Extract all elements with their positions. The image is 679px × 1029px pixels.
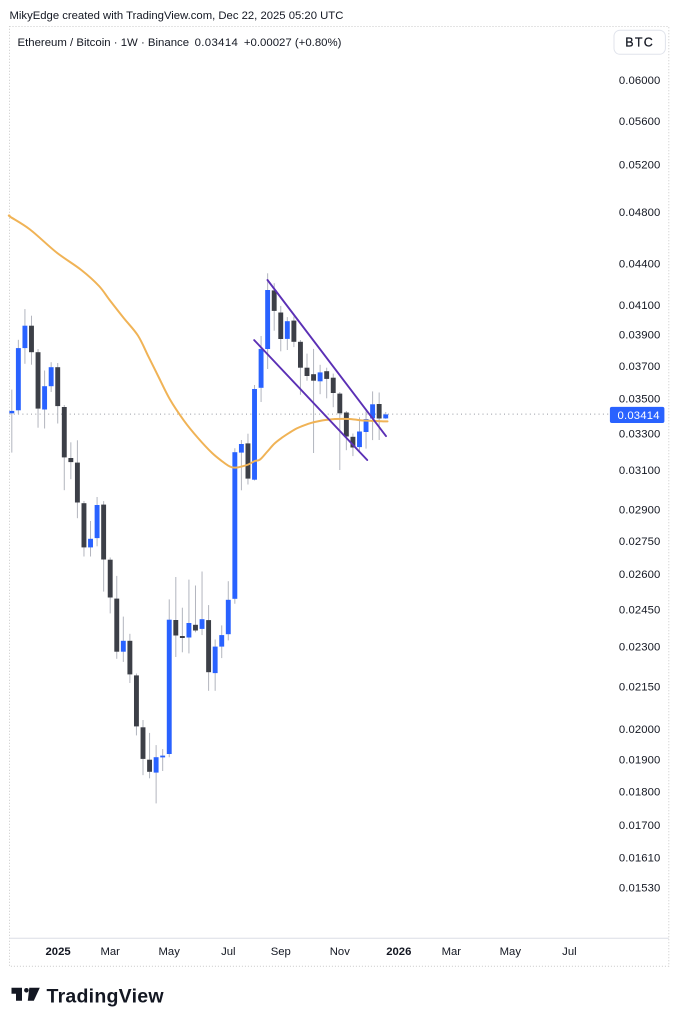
svg-text:0.02600: 0.02600 <box>619 569 661 581</box>
svg-text:2026: 2026 <box>386 946 411 958</box>
svg-text:0.02000: 0.02000 <box>619 724 661 736</box>
svg-text:0.03414: 0.03414 <box>195 37 239 49</box>
svg-text:0.06000: 0.06000 <box>619 75 661 87</box>
svg-text:0.01800: 0.01800 <box>619 786 661 798</box>
svg-text:0.02900: 0.02900 <box>619 505 661 517</box>
svg-text:0.04400: 0.04400 <box>619 258 661 270</box>
svg-text:0.03300: 0.03300 <box>619 428 661 440</box>
svg-text:0.02750: 0.02750 <box>619 536 661 548</box>
svg-text:0.01700: 0.01700 <box>619 820 661 832</box>
svg-text:0.02450: 0.02450 <box>619 604 661 616</box>
svg-text:0.03700: 0.03700 <box>619 361 661 373</box>
svg-text:0.03100: 0.03100 <box>619 465 661 477</box>
svg-text:0.05200: 0.05200 <box>619 160 661 172</box>
svg-text:Nov: Nov <box>330 946 350 958</box>
svg-text:Sep: Sep <box>271 946 291 958</box>
svg-text:0.02300: 0.02300 <box>619 642 661 654</box>
svg-text:Mar: Mar <box>442 946 462 958</box>
svg-text:Mar: Mar <box>100 946 120 958</box>
svg-text:Ethereum / Bitcoin · 1W · Bina: Ethereum / Bitcoin · 1W · Binance <box>18 37 190 49</box>
svg-text:0.05600: 0.05600 <box>619 116 661 128</box>
svg-text:BTC: BTC <box>625 36 654 50</box>
svg-text:0.03900: 0.03900 <box>619 330 661 342</box>
svg-text:May: May <box>500 946 522 958</box>
svg-text:May: May <box>159 946 181 958</box>
svg-text:0.03500: 0.03500 <box>619 394 661 406</box>
svg-text:2025: 2025 <box>46 946 71 958</box>
svg-text:0.01900: 0.01900 <box>619 754 661 766</box>
svg-text:0.04100: 0.04100 <box>619 300 661 312</box>
svg-text:0.02150: 0.02150 <box>619 681 661 693</box>
svg-text:TradingView: TradingView <box>47 986 165 1008</box>
svg-text:Jul: Jul <box>221 946 235 958</box>
svg-text:0.01530: 0.01530 <box>619 882 661 894</box>
svg-text:Jul: Jul <box>562 946 576 958</box>
svg-text:+0.00027 (+0.80%): +0.00027 (+0.80%) <box>244 37 342 49</box>
svg-text:0.03414: 0.03414 <box>618 410 660 422</box>
svg-text:0.04800: 0.04800 <box>619 207 661 219</box>
svg-text:MikyEdge created with TradingV: MikyEdge created with TradingView.com, D… <box>10 10 344 22</box>
svg-text:0.01610: 0.01610 <box>619 852 661 864</box>
